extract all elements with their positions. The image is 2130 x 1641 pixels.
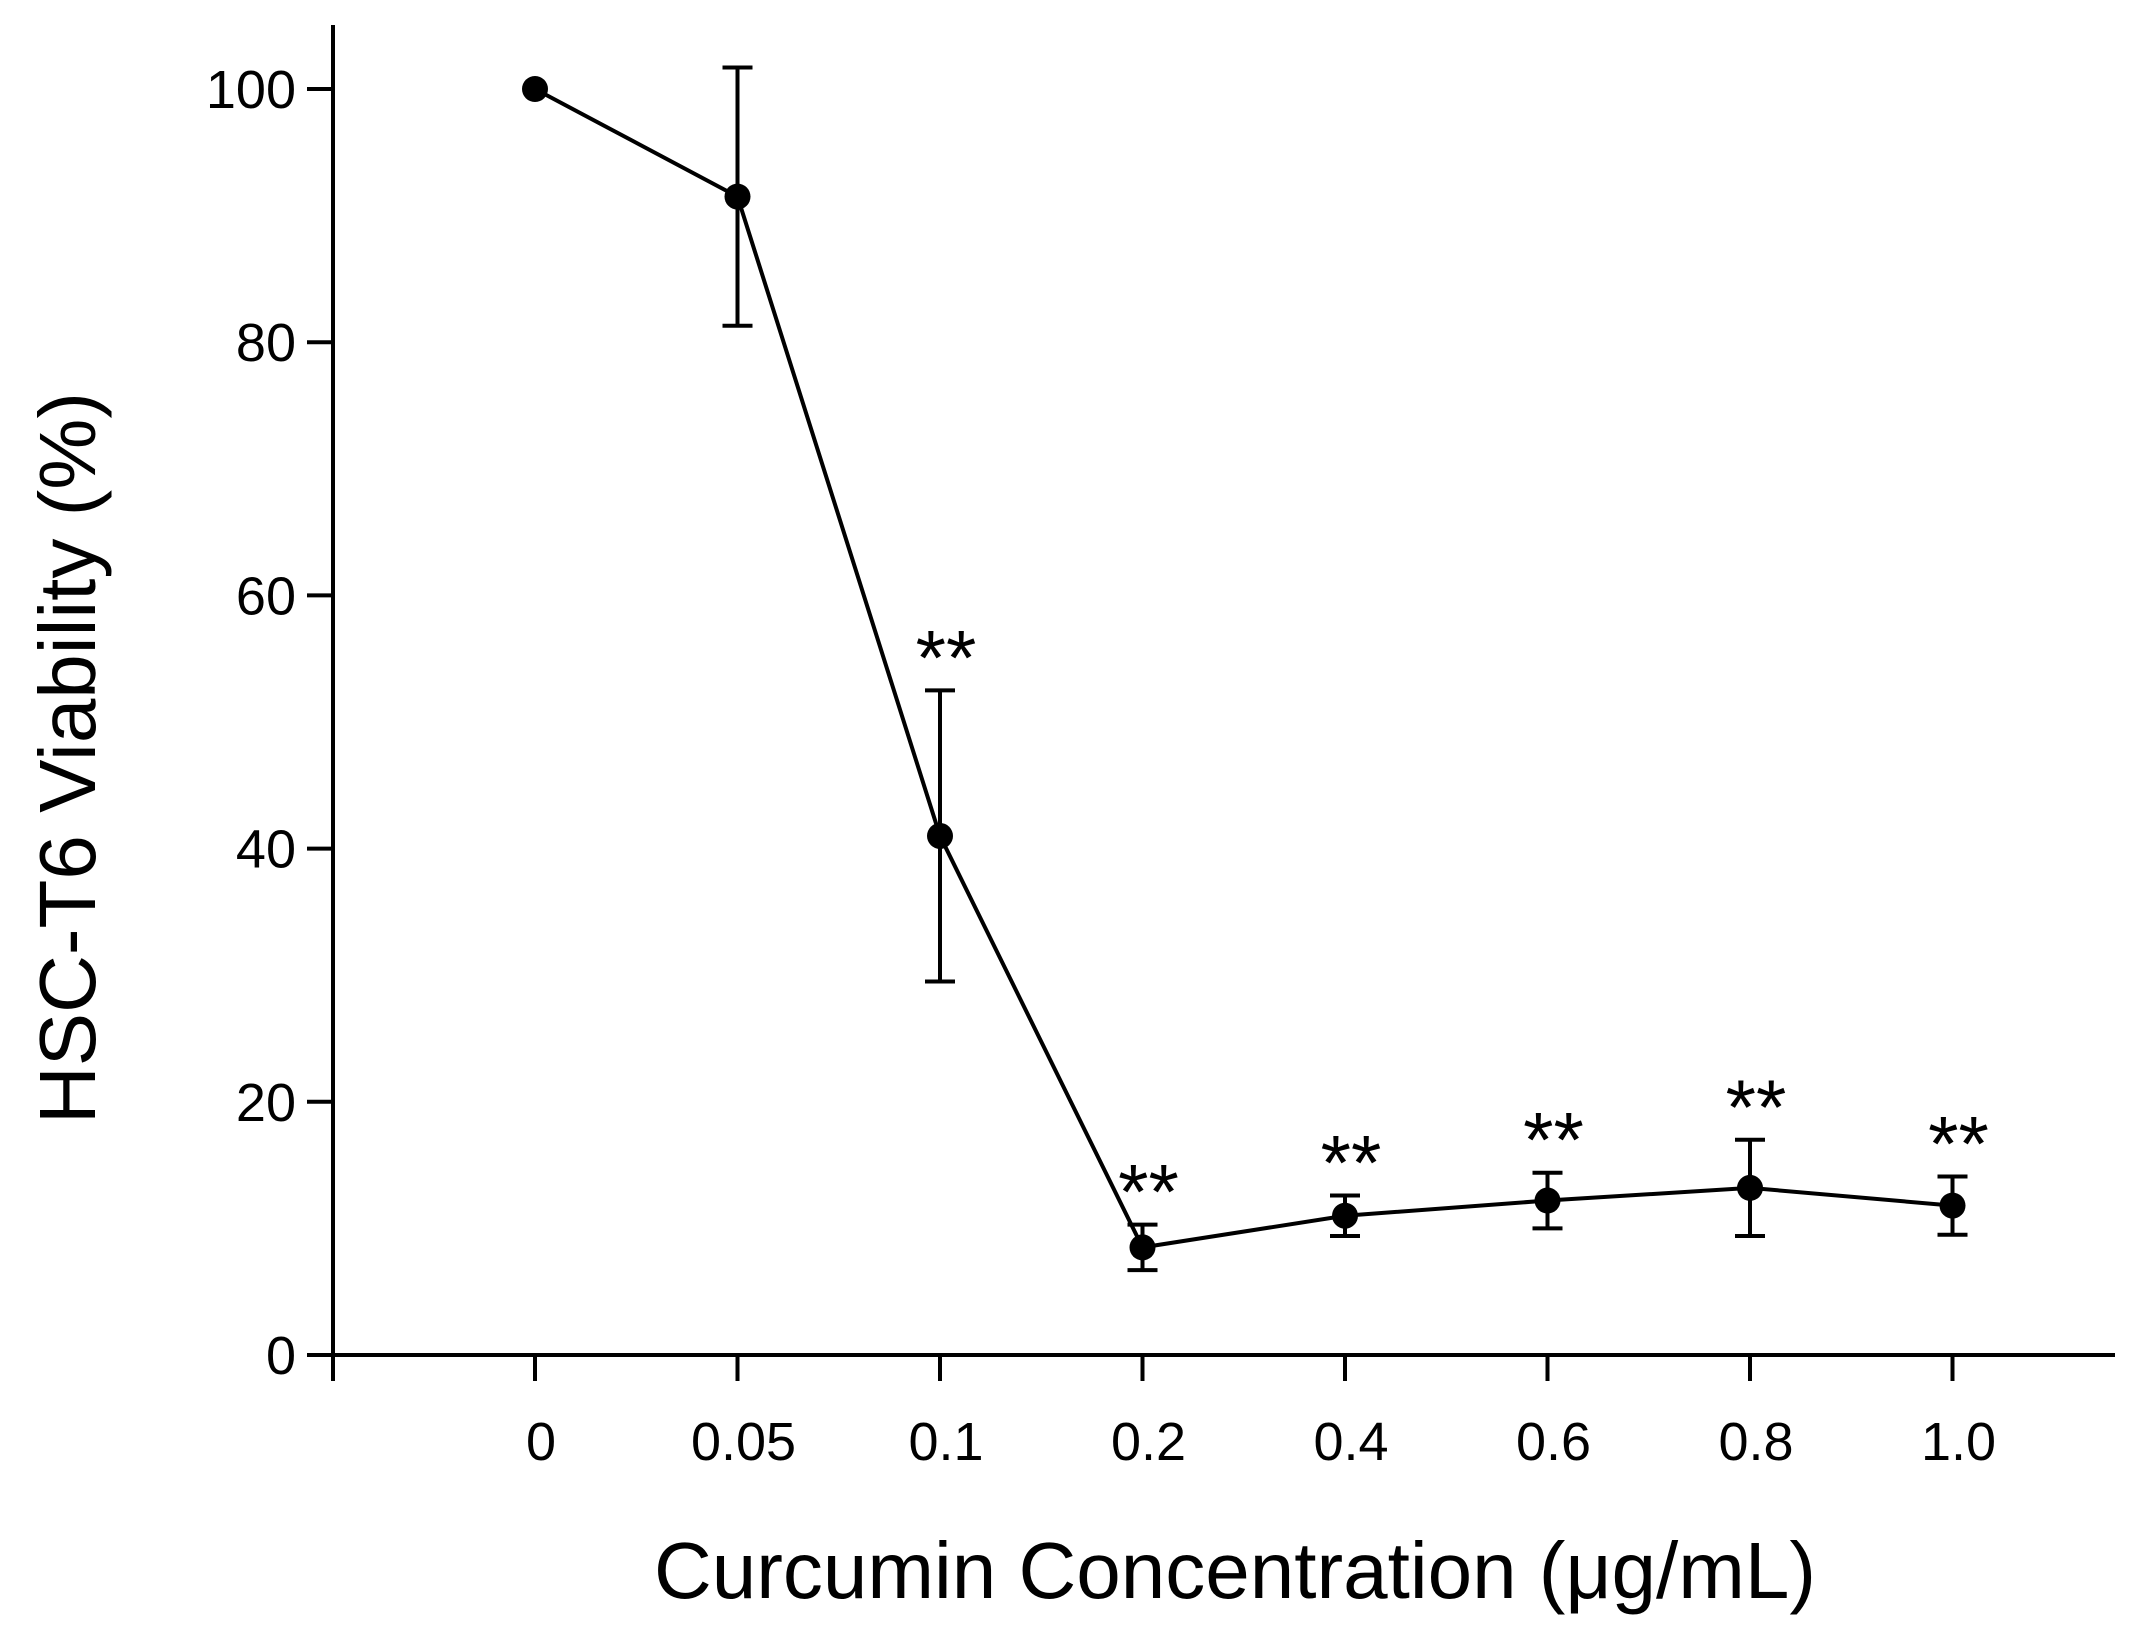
tick-labels: 0 20 40 60 80 100 0 0.05 0.1 0.2 0.4 0.6 0.8 1.0 <box>206 60 1996 1472</box>
data-point <box>522 76 548 102</box>
significance-label: ** <box>1726 1063 1787 1151</box>
data-point <box>1332 1202 1358 1229</box>
data-point <box>1737 1174 1763 1201</box>
y-tick-label: 0 <box>266 1326 296 1386</box>
data-point <box>927 822 953 849</box>
significance-label: ** <box>1118 1148 1179 1236</box>
significance-label: ** <box>1928 1099 1989 1187</box>
y-axis-title: HSC-T6 Viability (%) <box>23 392 112 1124</box>
data-point <box>1129 1234 1156 1261</box>
significance-label: ** <box>916 613 977 701</box>
x-tick-label: 1.0 <box>1921 1412 1996 1472</box>
data-point <box>724 183 751 210</box>
y-tick-label: 100 <box>206 60 296 120</box>
axes <box>307 25 2115 1381</box>
x-tick-label: 0.4 <box>1313 1412 1388 1472</box>
data-point <box>1939 1192 1966 1219</box>
significance-label: ** <box>1523 1096 1584 1184</box>
data-series: ** ** ** ** ** ** <box>522 65 1989 1273</box>
x-tick-label: 0.05 <box>691 1412 796 1472</box>
significance-label: ** <box>1321 1118 1382 1206</box>
x-tick-label: 0.8 <box>1718 1412 1793 1472</box>
y-tick-label: 40 <box>236 820 296 880</box>
x-tick-label: 0.6 <box>1516 1412 1591 1472</box>
data-point <box>1534 1187 1561 1214</box>
y-tick-label: 80 <box>236 313 296 373</box>
x-tick-label: 0.1 <box>908 1412 983 1472</box>
x-tick-label: 0 <box>526 1412 556 1472</box>
y-tick-label: 60 <box>236 566 296 626</box>
y-tick-label: 20 <box>236 1073 296 1133</box>
x-axis-title: Curcumin Concentration (μg/mL) <box>654 1526 1816 1615</box>
series-line <box>534 87 1953 1250</box>
x-tick-label: 0.2 <box>1111 1412 1186 1472</box>
